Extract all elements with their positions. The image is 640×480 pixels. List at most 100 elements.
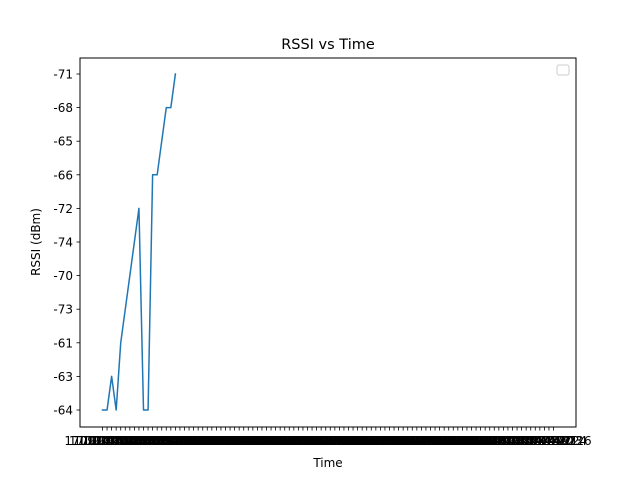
x-tick-label: 1709749723 bbox=[506, 434, 582, 448]
x-tick-label: 1709749688 bbox=[401, 434, 477, 448]
x-tick-label: 1709749663 bbox=[324, 434, 400, 448]
y-axis-title: RSSI (dBm) bbox=[29, 208, 43, 276]
x-tick-label: 1709749606 bbox=[151, 434, 227, 448]
x-tick-label: 1709749645 bbox=[269, 434, 345, 448]
x-tick-label: 1709749651 bbox=[288, 434, 364, 448]
x-tick-label: 1709749595 bbox=[119, 434, 195, 448]
x-tick-label: 1709749658 bbox=[310, 434, 386, 448]
x-tick-label: 1709749624 bbox=[206, 434, 282, 448]
x-tick-label: 1709749637 bbox=[247, 434, 323, 448]
x-tick-label: 1709749582 bbox=[78, 434, 154, 448]
x-tick-label: 1709749633 bbox=[233, 434, 309, 448]
x-tick-label: 1709749667 bbox=[338, 434, 414, 448]
x-tick-label: 1709749594 bbox=[114, 434, 190, 448]
x-tick-label: 1709749685 bbox=[392, 434, 468, 448]
x-tick-label: 1709749600 bbox=[133, 434, 209, 448]
x-tick-label: 1709749670 bbox=[347, 434, 423, 448]
x-tick-label: 1709749661 bbox=[319, 434, 395, 448]
x-tick-label: 1709749666 bbox=[333, 434, 409, 448]
x-tick-label: 1709749708 bbox=[461, 434, 537, 448]
x-tick-label: 1709749657 bbox=[306, 434, 382, 448]
x-tick-label: 1709749712 bbox=[474, 434, 550, 448]
x-tick-label: 1709749672 bbox=[351, 434, 427, 448]
x-tick-label: 1709749618 bbox=[187, 434, 263, 448]
x-tick-label: 1709749634 bbox=[237, 434, 313, 448]
x-tick-label: 1709749655 bbox=[301, 434, 377, 448]
legend-box bbox=[556, 64, 570, 76]
x-tick-label: 1709749625 bbox=[210, 434, 286, 448]
x-tick-label: 1709749613 bbox=[174, 434, 250, 448]
x-tick-label: 1709749598 bbox=[128, 434, 204, 448]
x-tick-label: 1709749697 bbox=[429, 434, 505, 448]
x-tick-label: 1709749694 bbox=[420, 434, 496, 448]
x-tick-label: 1709749577 bbox=[64, 434, 140, 448]
y-tick-label: -73 bbox=[53, 303, 73, 317]
x-tick-label: 1709749696 bbox=[424, 434, 500, 448]
x-tick-label: 1709749664 bbox=[329, 434, 405, 448]
x-tick-label: 1709749586 bbox=[92, 434, 168, 448]
y-tick-label: -61 bbox=[53, 336, 73, 350]
x-tick-label: 1709749673 bbox=[356, 434, 432, 448]
x-tick-label: 1709749703 bbox=[447, 434, 523, 448]
x-tick-label: 1709749643 bbox=[265, 434, 341, 448]
y-tick-label: -65 bbox=[53, 135, 73, 149]
x-tick-label: 1709749628 bbox=[219, 434, 295, 448]
x-tick-label: 1709749589 bbox=[101, 434, 177, 448]
x-tick-label: 1709749699 bbox=[433, 434, 509, 448]
x-tick-label: 1709749649 bbox=[283, 434, 359, 448]
y-tick-label: -68 bbox=[53, 101, 73, 115]
x-tick-label: 1709749636 bbox=[242, 434, 318, 448]
x-tick-label: 1709749648 bbox=[278, 434, 354, 448]
x-tick-label: 1709749597 bbox=[124, 434, 200, 448]
x-tick-label: 1709749652 bbox=[292, 434, 368, 448]
x-tick-label: 1709749612 bbox=[169, 434, 245, 448]
x-tick-label: 1709749588 bbox=[96, 434, 172, 448]
x-tick-label: 1709749646 bbox=[274, 434, 350, 448]
x-tick-label: 1709749609 bbox=[160, 434, 236, 448]
x-tick-label: 1709749639 bbox=[251, 434, 327, 448]
y-tick-label: -74 bbox=[53, 236, 73, 250]
x-tick-label: 1709749615 bbox=[178, 434, 254, 448]
x-tick-label: 1709749675 bbox=[360, 434, 436, 448]
x-tick-label: 1709749684 bbox=[388, 434, 464, 448]
x-tick-label: 1709749591 bbox=[105, 434, 181, 448]
x-tick-label: 1709749654 bbox=[297, 434, 373, 448]
x-tick-label: 1709749724 bbox=[511, 434, 587, 448]
y-tick-label: -70 bbox=[53, 269, 73, 283]
x-tick-label: 1709749621 bbox=[196, 434, 272, 448]
x-tick-label: 1709749669 bbox=[342, 434, 418, 448]
y-tick-label: -63 bbox=[53, 370, 73, 384]
x-tick-label: 1709749718 bbox=[493, 434, 569, 448]
x-tick-label: 1709749619 bbox=[192, 434, 268, 448]
x-tick-label: 1709749691 bbox=[411, 434, 487, 448]
x-tick-label: 1709749721 bbox=[502, 434, 578, 448]
x-tick-label: 1709749642 bbox=[260, 434, 336, 448]
x-tick-label: 1709749705 bbox=[452, 434, 528, 448]
x-tick-label: 1709749592 bbox=[110, 434, 186, 448]
y-tick-label: -64 bbox=[53, 404, 73, 418]
rssi-series-line bbox=[101, 73, 177, 411]
x-tick-label: 1709749627 bbox=[215, 434, 291, 448]
x-tick-label: 1709749607 bbox=[155, 434, 231, 448]
x-tick-label: 1709749681 bbox=[379, 434, 455, 448]
plot-frame bbox=[79, 57, 577, 428]
x-tick-label: 1709749715 bbox=[483, 434, 559, 448]
x-tick-label: 1709749622 bbox=[201, 434, 277, 448]
x-tick-label: 1709749630 bbox=[224, 434, 300, 448]
x-tick-label: 1709749631 bbox=[228, 434, 304, 448]
x-tick-label: 1709749693 bbox=[415, 434, 491, 448]
x-tick-label: 1709749709 bbox=[465, 434, 541, 448]
x-tick-label: 1709749640 bbox=[256, 434, 332, 448]
x-tick-label: 1709749702 bbox=[442, 434, 518, 448]
x-tick-label: 1709749690 bbox=[406, 434, 482, 448]
x-tick-label: 1709749700 bbox=[438, 434, 514, 448]
x-tick-label: 1709749711 bbox=[470, 434, 546, 448]
x-tick-label: 1709749717 bbox=[488, 434, 564, 448]
x-tick-label: 1709749726 bbox=[515, 434, 591, 448]
x-tick-label: 1709749616 bbox=[183, 434, 259, 448]
x-tick-label: 1709749604 bbox=[146, 434, 222, 448]
x-tick-label: 1709749579 bbox=[69, 434, 145, 448]
ticks-layer: -64 -63 -61 -73 -70 -74 -72 -66 -65 -68 -71 1709749… bbox=[53, 68, 591, 449]
x-tick-label: 1709749682 bbox=[383, 434, 459, 448]
